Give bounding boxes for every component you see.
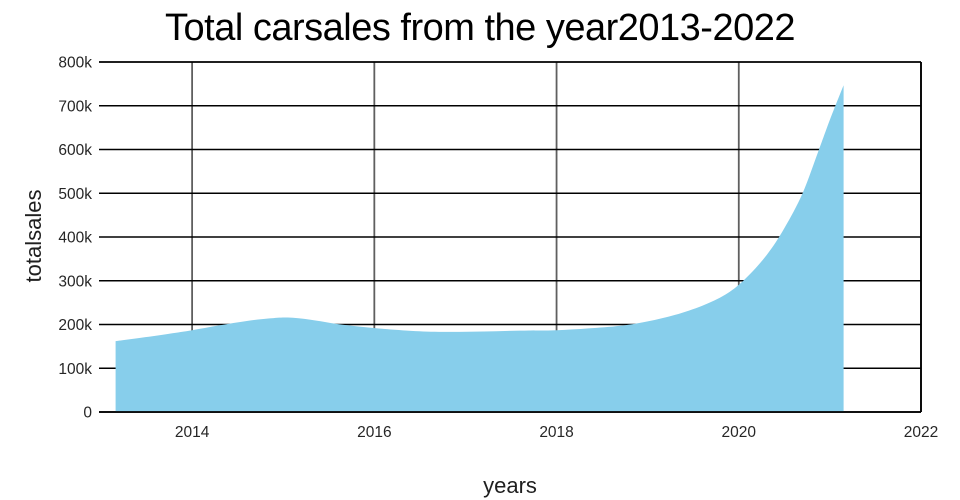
x-tick-label: 2014 xyxy=(175,424,210,441)
x-tick-label: 2022 xyxy=(904,424,938,441)
y-tick-label: 0 xyxy=(83,405,92,422)
totalsales-area-series xyxy=(115,85,844,412)
x-tick-label: 2018 xyxy=(539,424,573,441)
chart-title: Total carsales from the year2013-2022 xyxy=(165,7,795,49)
y-tick-label: 700k xyxy=(58,98,92,115)
y-tick-label: 200k xyxy=(58,317,92,334)
y-tick-label: 500k xyxy=(58,186,92,203)
y-tick-label: 300k xyxy=(58,273,92,290)
y-tick-label: 600k xyxy=(58,142,92,159)
y-tick-label: 800k xyxy=(58,55,92,72)
x-axis-title: years xyxy=(483,473,537,498)
y-tick-label: 400k xyxy=(58,230,92,247)
x-tick-label: 2020 xyxy=(722,424,757,441)
y-tick-label: 100k xyxy=(58,361,92,378)
x-tick-label: 2016 xyxy=(357,424,391,441)
